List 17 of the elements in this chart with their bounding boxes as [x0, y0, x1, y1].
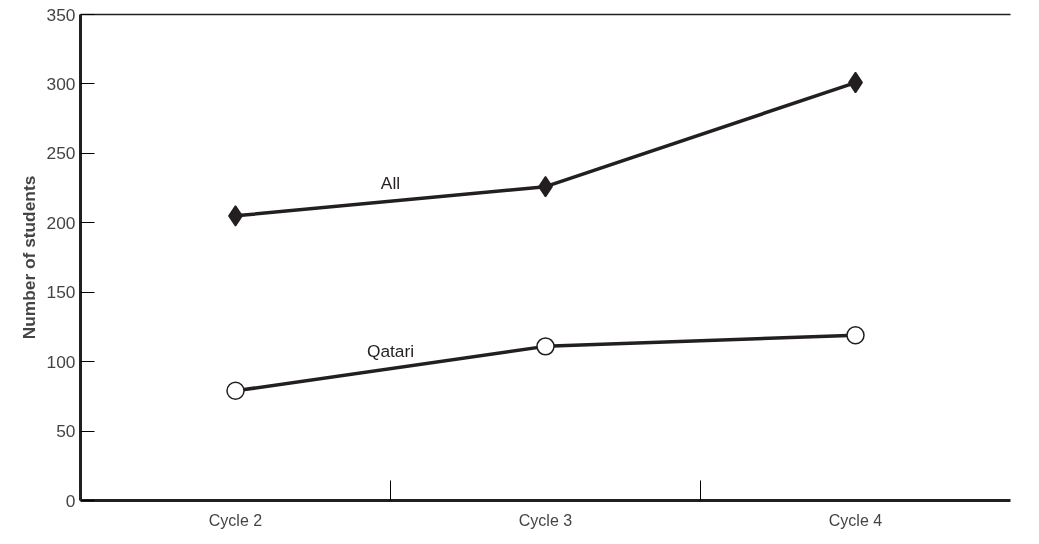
series-label: Qatari: [366, 340, 415, 361]
y-axis-title: Number of students: [18, 175, 39, 340]
series-label: All: [380, 173, 401, 194]
x-tick-label: Cycle 2: [208, 511, 263, 529]
y-tick-label: 0: [65, 490, 76, 511]
point: [846, 326, 865, 345]
y-tick-label: 50: [56, 421, 76, 442]
y-tick-label: 150: [46, 282, 76, 303]
point: [536, 337, 555, 356]
y-tick-label: 300: [46, 73, 76, 94]
x-tick-label: Cycle 3: [518, 511, 573, 529]
y-tick-label: 350: [46, 4, 76, 25]
y-tick-label: 250: [46, 143, 76, 164]
y-tick-label: 200: [46, 212, 76, 233]
y-tick-label: 100: [46, 351, 76, 372]
point: [226, 381, 245, 401]
x-tick-label: Cycle 4: [828, 511, 883, 529]
